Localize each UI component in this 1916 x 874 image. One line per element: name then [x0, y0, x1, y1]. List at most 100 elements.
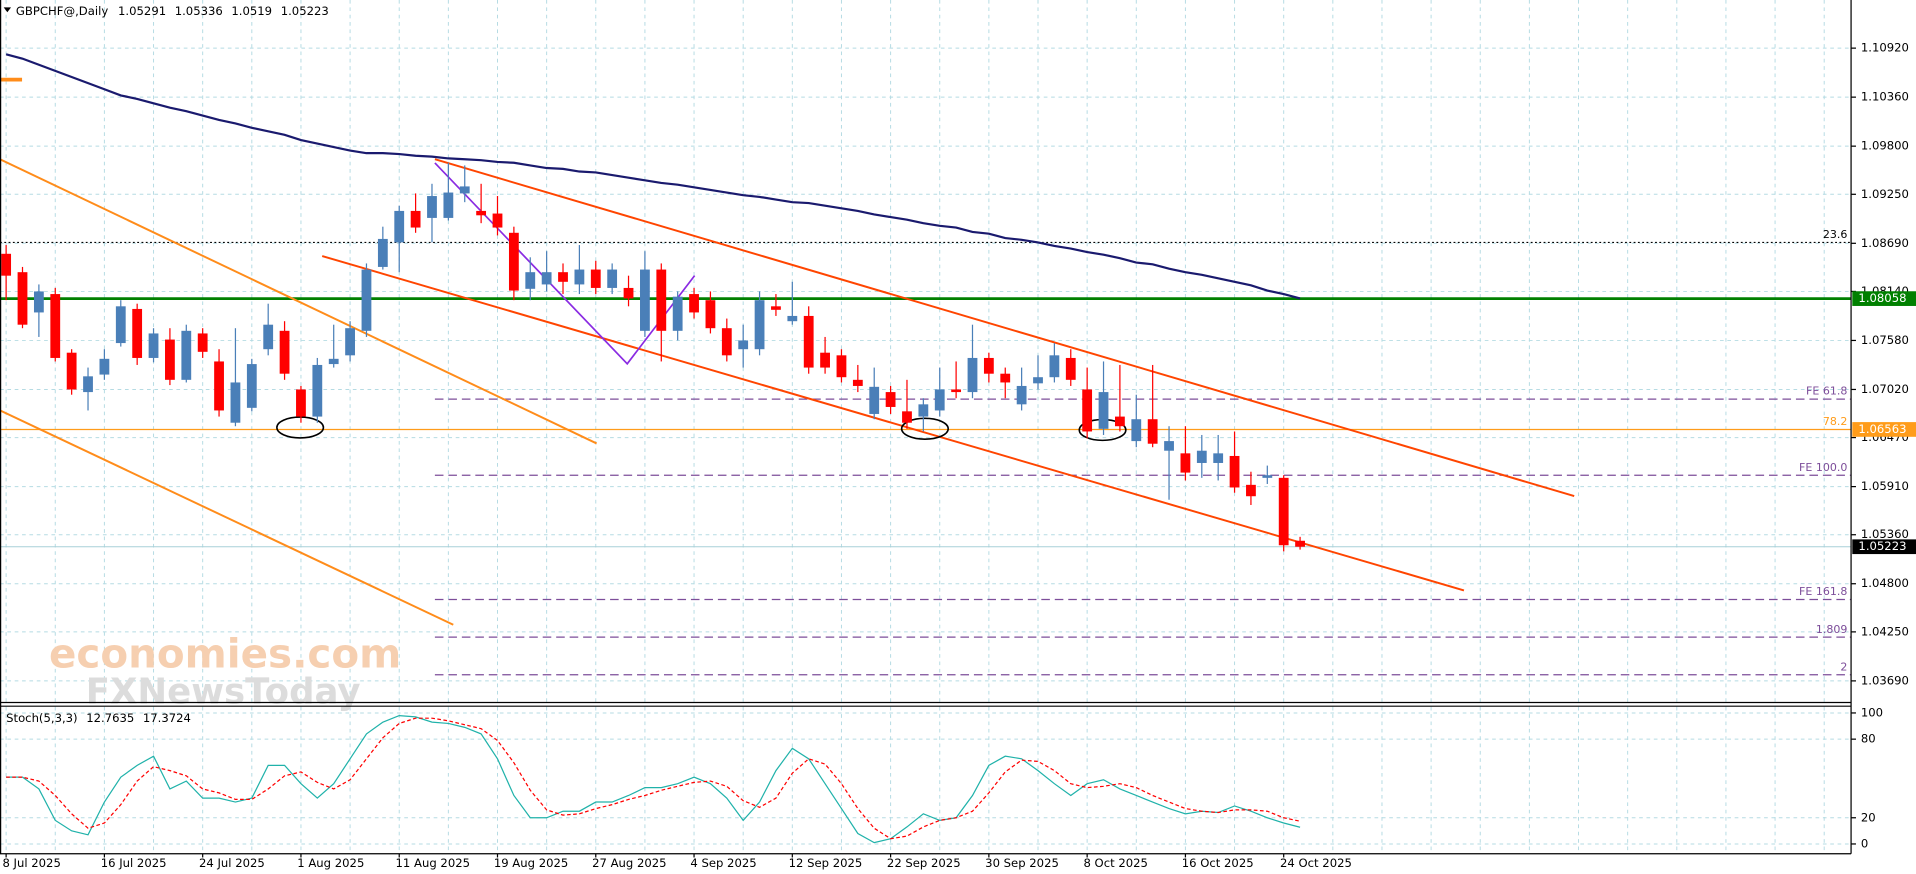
candle-body — [558, 272, 568, 282]
candle-body — [607, 269, 618, 288]
candle-body — [1, 253, 12, 276]
candle-body — [852, 379, 863, 386]
y-tick-label: 100 — [1861, 705, 1883, 719]
moving-average — [5, 53, 1301, 300]
candle-body — [1180, 453, 1191, 473]
price-box — [1852, 422, 1916, 437]
price-box-label: 1.08058 — [1858, 291, 1906, 305]
candle-body — [1016, 385, 1027, 405]
candle-body — [263, 324, 274, 350]
candle-body — [640, 269, 650, 331]
channel-line — [321, 255, 1465, 592]
candle-body — [345, 328, 355, 356]
watermark: economies.com FXNewsToday — [49, 630, 401, 713]
candle-body — [1278, 477, 1289, 546]
level-label: 78.2 — [1823, 415, 1848, 428]
price-box-label: 1.06563 — [1858, 422, 1906, 436]
y-tick-label: 1.07580 — [1861, 333, 1909, 347]
candle-body — [738, 340, 749, 350]
x-tick-label: 30 Sep 2025 — [985, 856, 1059, 870]
candle-body — [246, 364, 257, 408]
trend-line — [0, 158, 598, 445]
candle-body — [165, 339, 175, 380]
y-tick-label: 80 — [1861, 732, 1876, 746]
candle-body — [410, 210, 421, 228]
candle-body — [99, 358, 110, 375]
candle-body — [623, 287, 634, 299]
candle-body — [230, 382, 241, 423]
symbol: GBPCHF@,Daily — [16, 4, 108, 18]
candle-body — [934, 389, 945, 411]
frame — [0, 0, 1852, 855]
candle-body — [50, 294, 61, 358]
candle-body — [1033, 377, 1043, 384]
candle-body — [1147, 419, 1158, 444]
y-tick-label: 0 — [1861, 836, 1868, 850]
x-tick-label: 27 Aug 2025 — [592, 856, 666, 870]
candle-body — [1098, 392, 1109, 429]
candle-body — [967, 357, 978, 393]
candle-body — [656, 269, 667, 331]
y-tick-label: 1.03690 — [1861, 673, 1909, 687]
indicator-main: 12.7635 — [86, 710, 134, 724]
candle-body — [312, 364, 323, 417]
last-open: 1.05291 — [118, 4, 166, 18]
candle-body — [17, 272, 28, 325]
candle-body — [1131, 419, 1142, 442]
candle-body — [705, 300, 716, 329]
annotations — [0, 77, 1575, 626]
candle-body — [132, 308, 143, 358]
last-close: 1.05223 — [281, 4, 329, 18]
candle-body — [1229, 455, 1240, 488]
candle-body — [115, 306, 126, 344]
x-tick-label: 22 Sep 2025 — [887, 856, 961, 870]
candle-body — [1082, 389, 1093, 432]
candle-body — [148, 333, 159, 358]
y-tick-label: 1.04250 — [1861, 624, 1909, 638]
candle-body — [33, 291, 44, 313]
x-tick-label: 12 Sep 2025 — [789, 856, 863, 870]
candle-body — [836, 355, 847, 378]
x-tick-label: 1 Aug 2025 — [297, 856, 364, 870]
indicator-name: Stoch(5,3,3) — [6, 710, 77, 724]
candle-body — [590, 269, 601, 288]
trend-line — [0, 409, 454, 626]
ellipse-marker — [276, 416, 325, 439]
candle-body — [443, 192, 454, 218]
levels: 23.6 FE 61.8 78.2 FE 100.0 FE 161.8 1.809 2 — [0, 228, 1852, 676]
candle-body — [1065, 357, 1076, 380]
level-label: 23.6 — [1823, 228, 1848, 241]
x-tick-label: 16 Jul 2025 — [101, 856, 167, 870]
candle-body — [885, 392, 896, 407]
candle-body — [869, 386, 880, 414]
price-box — [1852, 291, 1916, 306]
header: GBPCHF@,Daily 1.05291 1.05336 1.0519 1.0… — [3, 4, 329, 724]
candle-body — [672, 296, 683, 331]
candle-body — [181, 330, 192, 380]
y-tick-label: 1.09250 — [1861, 187, 1909, 201]
candle-body — [787, 315, 798, 322]
candle-body — [918, 404, 929, 417]
indicator-title: Stoch(5,3,3) 12.7635 17.3724 — [6, 710, 191, 724]
candle-body — [525, 272, 536, 289]
zigzag — [434, 162, 696, 366]
menu-icon — [3, 7, 12, 13]
candle-body — [1115, 416, 1125, 427]
x-tick-label: 8 Oct 2025 — [1083, 856, 1147, 870]
level-label: FE 61.8 — [1806, 385, 1847, 398]
channel-line — [434, 158, 1575, 498]
candle-body — [377, 238, 388, 267]
y-tick-label: 1.05360 — [1861, 527, 1909, 541]
indicator-line — [6, 717, 1301, 840]
level-label: FE 100.0 — [1799, 461, 1847, 474]
last-high: 1.05336 — [175, 4, 223, 18]
candle-body — [803, 315, 814, 368]
marks — [1, 53, 1305, 844]
price-box — [1852, 539, 1916, 555]
candle-body — [541, 272, 552, 285]
candle-body — [721, 328, 732, 356]
candle-body — [279, 330, 290, 374]
ellipse-marker — [900, 417, 949, 440]
last-low: 1.0519 — [231, 4, 272, 18]
